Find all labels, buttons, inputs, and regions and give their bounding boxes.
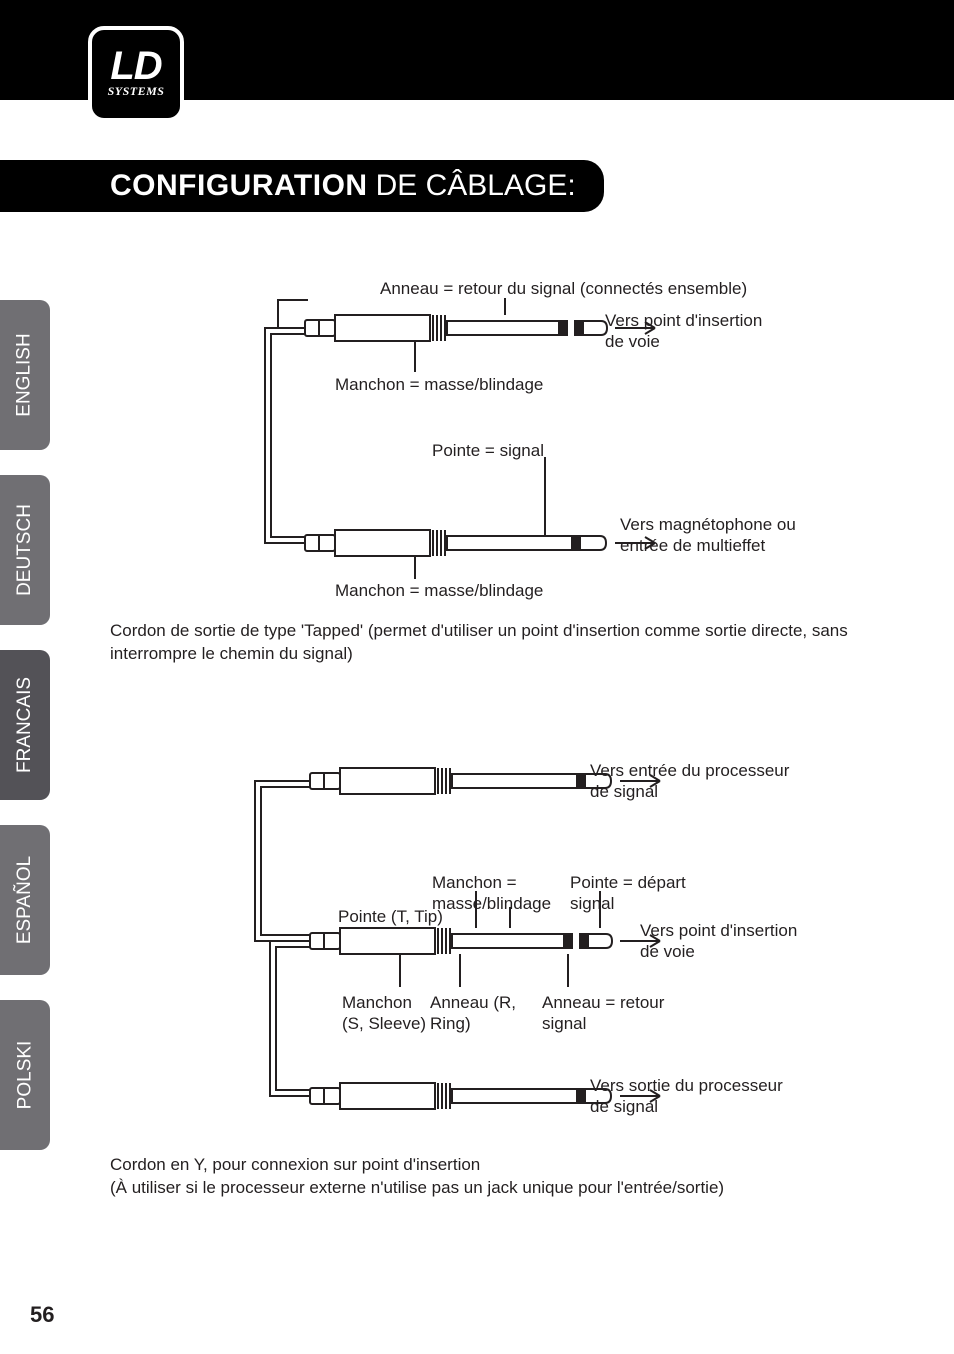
logo-text-top: LD [110, 50, 161, 82]
tab-polski-label: POLSKI [14, 1041, 36, 1110]
d2-caption: Cordon en Y, pour connexion sur point d'… [110, 1154, 900, 1200]
language-tabs: ENGLISH DEUTSCH FRANCAIS ESPAÑOL POLSKI [0, 300, 50, 1280]
tab-polski[interactable]: POLSKI [0, 1000, 50, 1150]
d1-label-ring: Anneau = retour du signal (connectés ens… [380, 278, 760, 299]
brand-logo: LD SYSTEMS [88, 26, 184, 122]
d1-label-sleeve-top: Manchon = masse/blindage [335, 374, 595, 395]
d1-caption: Cordon de sortie de type 'Tapped' (perme… [110, 620, 900, 666]
d1-label-sleeve-bot: Manchon = masse/blindage [335, 580, 595, 601]
d2-label-proc-out: Vers sortie du processeur de signal [590, 1075, 800, 1118]
diagram-tapped-cord: Anneau = retour du signal (connectés ens… [110, 262, 920, 612]
d2-caption-line2: (À utiliser si le processeur externe n'u… [110, 1177, 900, 1200]
d2-label-ring-r: Anneau (R, Ring) [430, 992, 530, 1035]
d2-label-insert: Vers point d'insertion de voie [640, 920, 810, 963]
d2-label-proc-in: Vers entrée du processeur de signal [590, 760, 790, 803]
heading-light: DE CÂBLAGE: [376, 169, 576, 203]
d1-label-tape: Vers magnétophone ou entrée de multieffe… [620, 514, 810, 557]
tab-espanol-label: ESPAÑOL [14, 856, 36, 944]
tab-francais[interactable]: FRANCAIS [0, 650, 50, 800]
tab-francais-label: FRANCAIS [14, 677, 36, 773]
tab-deutsch-label: DEUTSCH [14, 504, 36, 596]
heading-bold: CONFIGURATION [110, 169, 368, 203]
page-heading: CONFIGURATION DE CÂBLAGE: [0, 160, 604, 212]
diagram-y-cord: Vers entrée du processeur de signal Manc… [110, 720, 920, 1150]
tab-deutsch[interactable]: DEUTSCH [0, 475, 50, 625]
logo-text-bottom: SYSTEMS [108, 84, 165, 99]
d2-label-sleeve-s: Manchon (S, Sleeve) [342, 992, 432, 1035]
d2-label-tip-t: Pointe (T, Tip) [338, 906, 458, 927]
d2-label-ring-ret: Anneau = retour signal [542, 992, 682, 1035]
d2-label-tip-send: Pointe = départ signal [570, 872, 710, 915]
tab-espanol[interactable]: ESPAÑOL [0, 825, 50, 975]
tab-english-label: ENGLISH [14, 333, 36, 416]
page-number: 56 [30, 1302, 54, 1328]
d1-label-insert: Vers point d'insertion de voie [605, 310, 775, 353]
d2-caption-line1: Cordon en Y, pour connexion sur point d'… [110, 1154, 900, 1177]
d1-label-tip: Pointe = signal [432, 440, 552, 461]
tab-english[interactable]: ENGLISH [0, 300, 50, 450]
